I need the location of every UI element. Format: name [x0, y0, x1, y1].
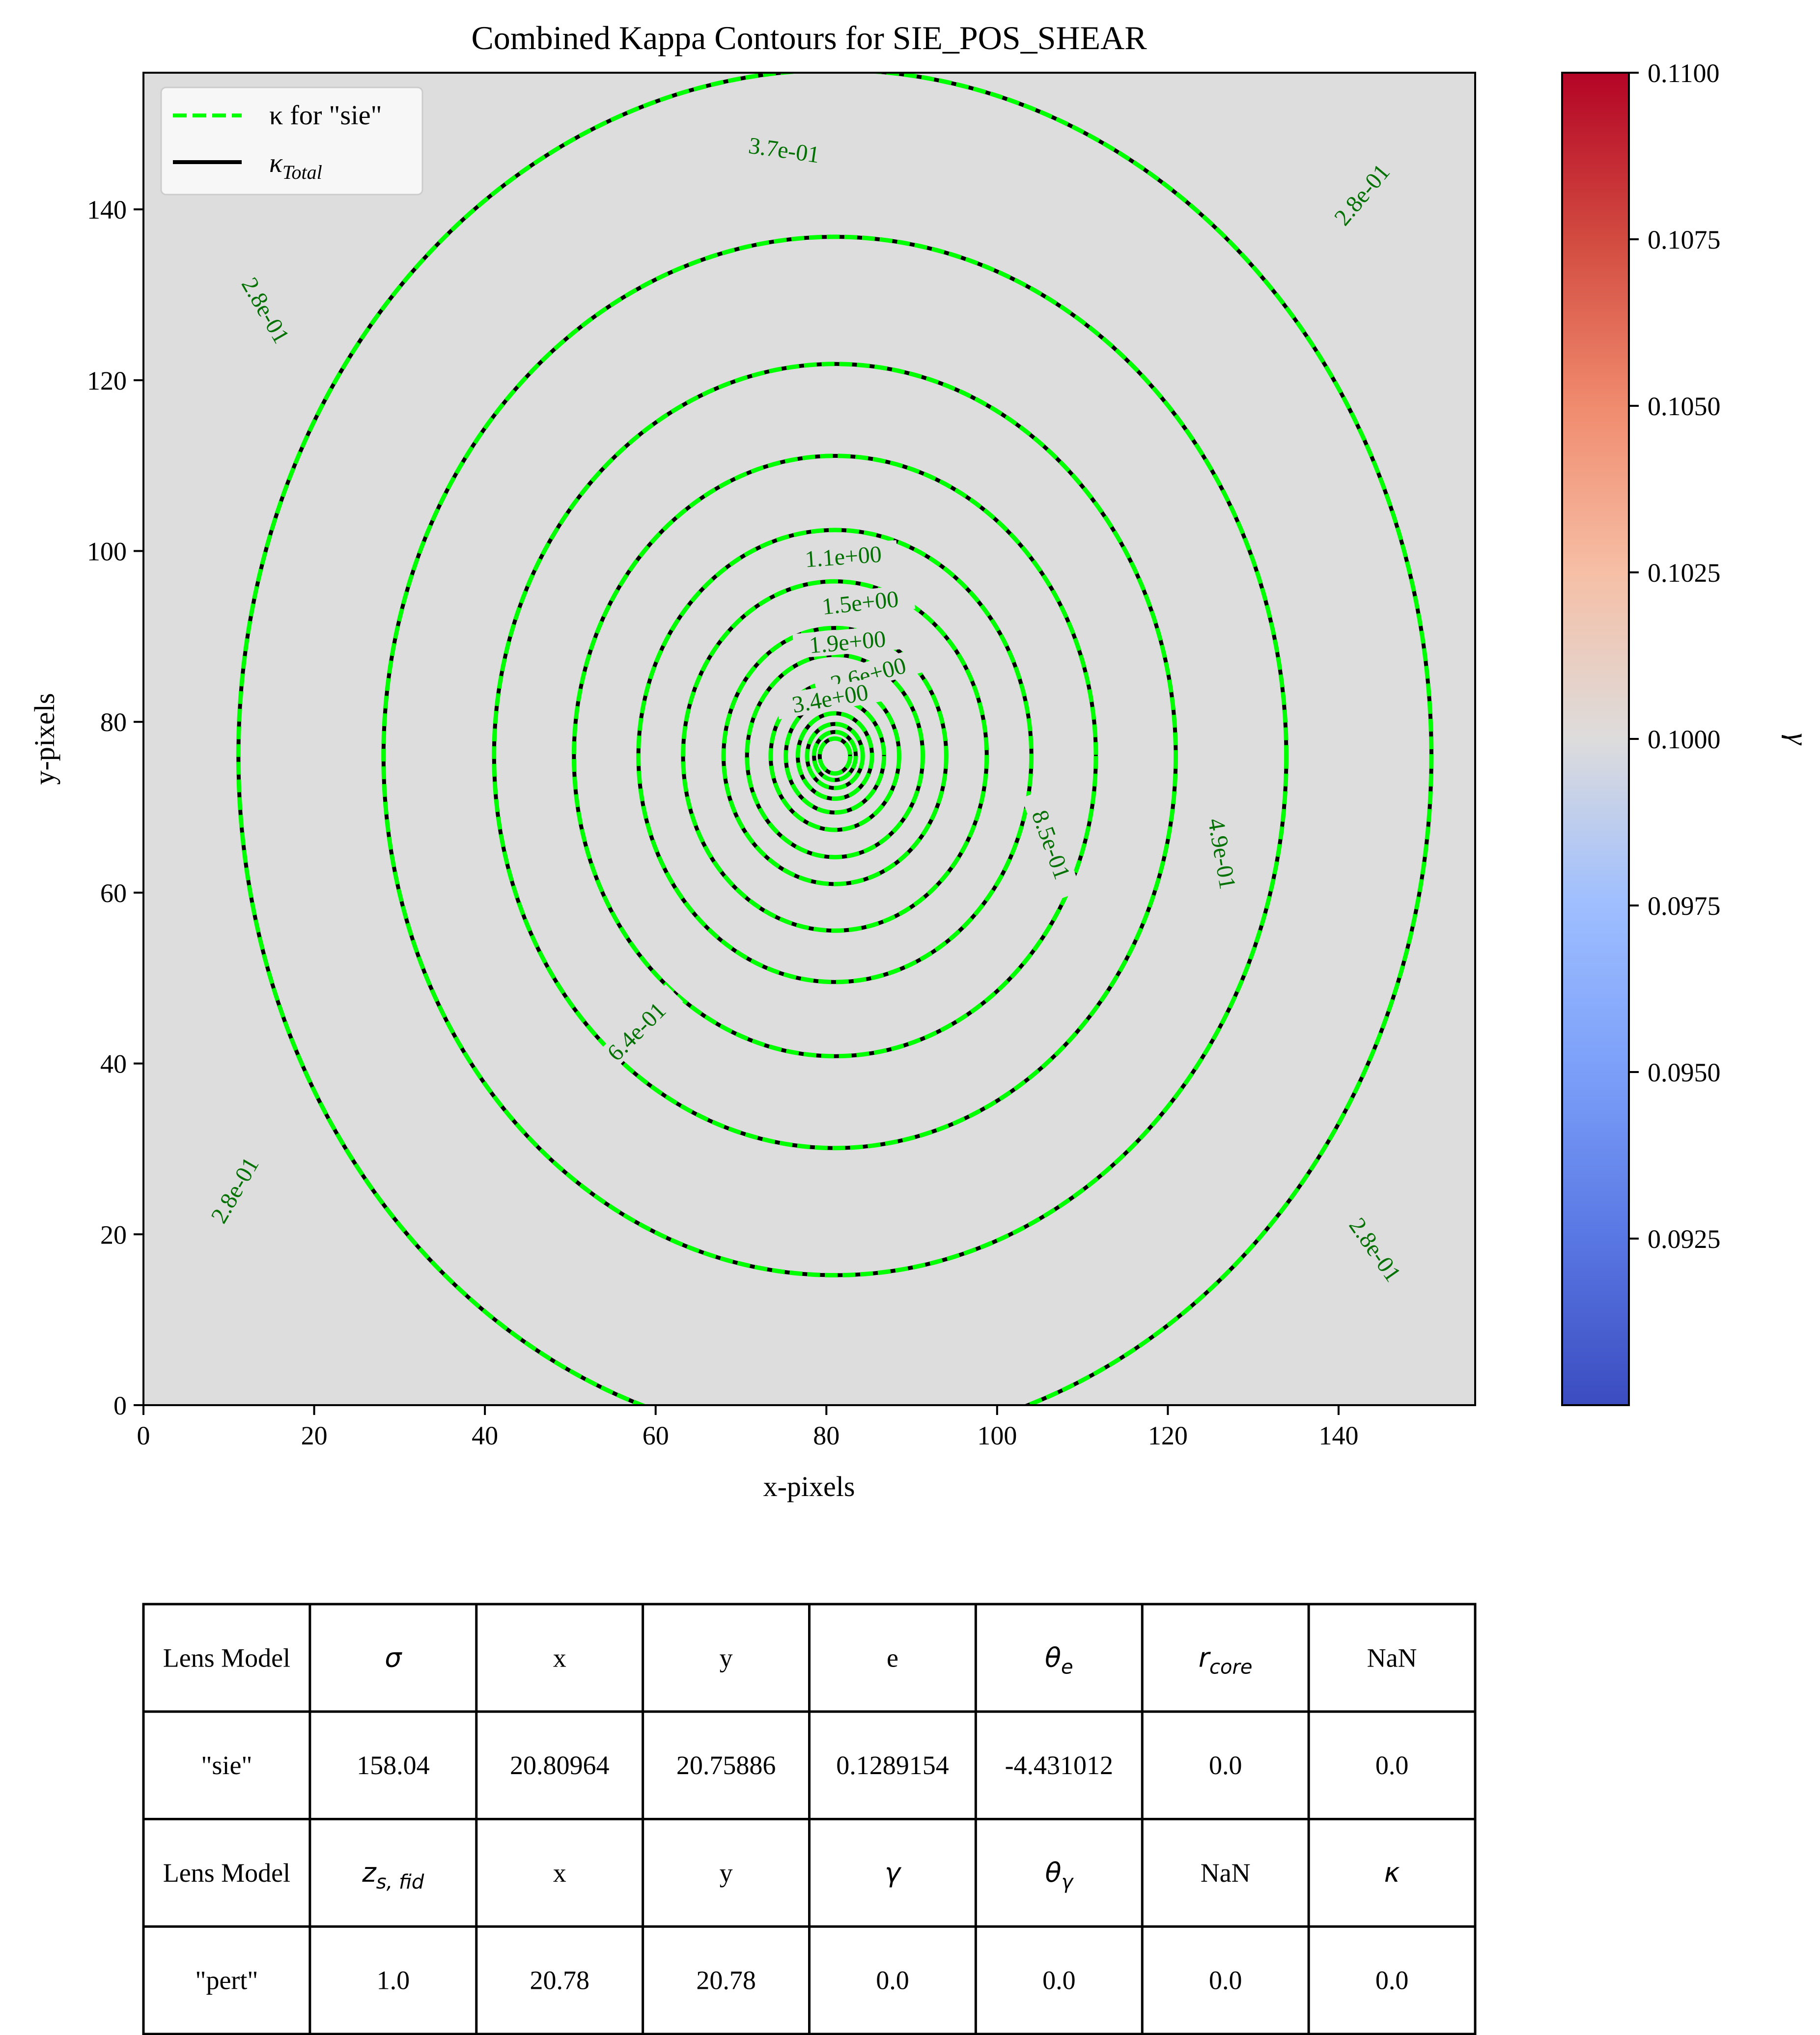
table-cell: NaN	[1367, 1643, 1417, 1672]
table-cell: y	[720, 1858, 733, 1888]
table-cell: κ	[1384, 1857, 1400, 1888]
legend-kappa-symbol: κ	[269, 148, 283, 178]
colorbar-ticks: 0.1100 0.1075 0.1050 0.1025 0.1000 0.0975 0.09…	[1629, 58, 1721, 1254]
table-cell: -4.431012	[1005, 1751, 1113, 1780]
table-cell: 0.0	[1375, 1966, 1409, 1995]
x-tick-label: 140	[1318, 1421, 1358, 1450]
table-cell: 20.78	[696, 1966, 756, 1995]
colorbar-tick-label: 0.1050	[1648, 392, 1721, 421]
y-tick-label: 60	[100, 878, 127, 908]
y-tick-label: 40	[100, 1049, 127, 1079]
colorbar-bar	[1562, 73, 1629, 1405]
table-cell: Lens Model	[163, 1643, 290, 1672]
table-cell: 0.0	[1209, 1966, 1242, 1995]
legend-label-sie: κ for "sie"	[269, 100, 382, 131]
x-tick-label: 40	[472, 1421, 498, 1450]
contour-label-text: 1.1e+00	[804, 541, 883, 573]
table-symbol-subscript: e	[1061, 1656, 1073, 1678]
table-cell: "sie"	[201, 1751, 252, 1780]
table-cell: 0.0	[876, 1966, 909, 1995]
table-cell: 158.04	[357, 1751, 430, 1780]
table-cell: e	[887, 1643, 898, 1672]
table-symbol: γ	[885, 1857, 902, 1888]
table-cell: y	[720, 1643, 733, 1672]
x-tick-label: 80	[813, 1421, 840, 1450]
table-symbol: κ	[1384, 1857, 1400, 1888]
table-cell: 0.0	[1042, 1966, 1076, 1995]
x-axis-ticks: 0 20 40 60 80 100 120 140	[137, 1405, 1359, 1450]
table-symbol-subscript: γ	[1062, 1871, 1074, 1894]
table-cell: NaN	[1201, 1858, 1251, 1888]
x-tick-label: 0	[137, 1421, 150, 1450]
table-symbol: z	[362, 1857, 377, 1888]
table-symbol: θ	[1045, 1857, 1061, 1888]
legend-kappa-subscript: Total	[282, 161, 322, 183]
chart-title: Combined Kappa Contours for SIE_POS_SHEA…	[471, 19, 1147, 57]
x-tick-label: 20	[301, 1421, 328, 1450]
table-cell: σ	[385, 1642, 402, 1673]
x-axis-label: x-pixels	[763, 1470, 855, 1502]
table-cell: Lens Model	[163, 1858, 290, 1888]
y-axis-label: y-pixels	[28, 693, 60, 785]
colorbar-tick-label: 0.1100	[1648, 58, 1720, 88]
table-cell: 0.0	[1375, 1751, 1409, 1780]
x-tick-label: 60	[643, 1421, 669, 1450]
y-tick-label: 100	[87, 537, 127, 566]
colorbar-label: γ	[1782, 733, 1814, 745]
table-symbol: θ	[1045, 1642, 1061, 1673]
colorbar-tick-label: 0.1000	[1648, 725, 1721, 754]
table-cell: "pert"	[195, 1966, 258, 1995]
y-tick-label: 80	[100, 707, 127, 737]
table-symbol-subscript: s, fid	[376, 1871, 424, 1894]
table-cell: 20.75886	[676, 1751, 776, 1780]
table-symbol: σ	[385, 1642, 402, 1673]
lens-parameter-table: Lens Model σ x y e θe rcore NaN"sie" 158.04 20.80…	[143, 1604, 1475, 2034]
table-cell: 1.0	[377, 1966, 410, 1995]
y-tick-label: 20	[100, 1220, 127, 1249]
x-tick-label: 120	[1148, 1421, 1188, 1450]
x-tick-label: 100	[977, 1421, 1017, 1450]
colorbar-tick-label: 0.1025	[1648, 558, 1721, 588]
legend: κ for "sie" κTotal	[161, 87, 422, 195]
table-cell: 20.80964	[510, 1751, 610, 1780]
table-symbol-subscript: core	[1209, 1656, 1253, 1678]
colorbar: 0.1100 0.1075 0.1050 0.1025 0.1000 0.0975 0.09…	[1562, 58, 1814, 1405]
colorbar-tick-label: 0.1075	[1648, 225, 1721, 254]
colorbar-tick-label: 0.0925	[1648, 1224, 1721, 1254]
table-cell: 0.0	[1209, 1751, 1242, 1780]
y-tick-label: 120	[87, 366, 127, 396]
table-cell: 0.1289154	[836, 1751, 949, 1780]
colorbar-tick-label: 0.0975	[1648, 891, 1721, 921]
y-tick-label: 0	[113, 1391, 127, 1420]
table-cell: x	[553, 1858, 566, 1888]
y-axis-ticks: 0 20 40 60 80 100 120 140	[87, 195, 143, 1420]
table-cell: 20.78	[530, 1966, 589, 1995]
table-cell: x	[553, 1643, 566, 1672]
table-cell: γ	[885, 1857, 902, 1888]
colorbar-tick-label: 0.0950	[1648, 1058, 1721, 1087]
y-tick-label: 140	[87, 195, 127, 225]
